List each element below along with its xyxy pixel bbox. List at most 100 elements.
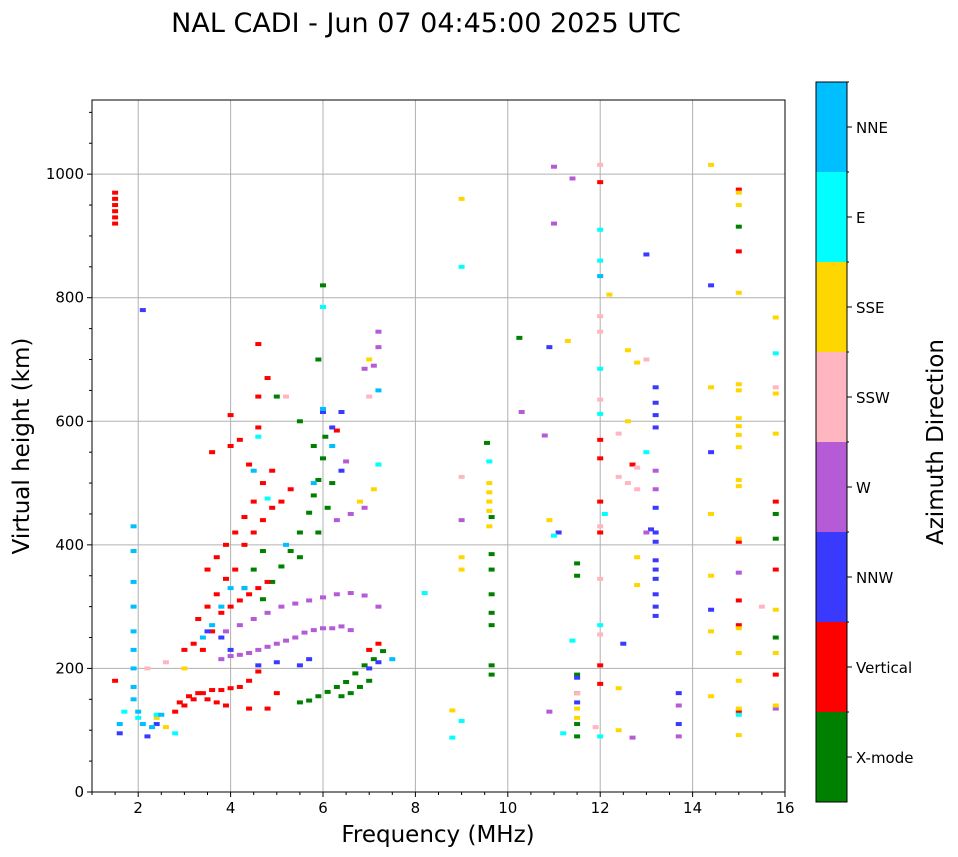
- echo-point-vertical: [213, 592, 220, 597]
- echo-point-nne: [597, 274, 604, 279]
- echo-point-x-mode: [366, 678, 373, 683]
- echo-point-e: [597, 734, 604, 739]
- echo-point-w: [629, 735, 636, 740]
- echo-point-w: [236, 623, 243, 628]
- echo-point-vertical: [264, 376, 271, 381]
- echo-point-vertical: [112, 203, 119, 208]
- echo-point-nne: [139, 722, 146, 727]
- echo-point-nnw: [296, 663, 303, 668]
- echo-point-nne: [130, 604, 137, 609]
- echo-point-e: [551, 533, 557, 538]
- echo-point-x-mode: [324, 505, 331, 510]
- echo-point-vertical: [199, 691, 206, 696]
- echo-point-w: [652, 468, 659, 473]
- echo-point-e: [569, 638, 576, 643]
- echo-point-x-mode: [574, 672, 581, 677]
- echo-point-w: [370, 363, 377, 368]
- echo-point-sse: [458, 567, 465, 572]
- echo-point-e: [135, 715, 142, 720]
- echo-point-w: [347, 511, 354, 516]
- echo-point-x-mode: [488, 567, 495, 572]
- echo-point-vertical: [218, 610, 225, 615]
- echo-point-sse: [772, 391, 779, 396]
- echo-point-nnw: [338, 468, 345, 473]
- echo-point-ssw: [597, 576, 604, 581]
- echo-point-vertical: [735, 623, 742, 628]
- echo-point-nne: [241, 586, 248, 591]
- echo-point-sse: [735, 382, 742, 387]
- echo-point-nne: [209, 623, 216, 628]
- echo-point-w: [306, 598, 313, 603]
- echo-point-x-mode: [315, 530, 322, 535]
- echo-point-x-mode: [574, 734, 581, 739]
- echo-point-vertical: [629, 462, 636, 467]
- echo-point-w: [343, 459, 350, 464]
- axes: 2 4 6 8 10 12 14 16 0 200 400 600 800 1000: [46, 111, 795, 817]
- echo-point-sse: [708, 511, 715, 516]
- echo-point-nnw: [227, 647, 234, 652]
- echo-point-vertical: [218, 688, 225, 693]
- echo-point-e: [486, 459, 493, 464]
- echo-point-ssw: [643, 357, 650, 362]
- echo-point-vertical: [278, 499, 285, 504]
- echo-point-sse: [486, 508, 493, 513]
- echo-point-ssw: [597, 397, 604, 402]
- colorbar-swatch: [816, 712, 847, 802]
- echo-point-w: [333, 592, 340, 597]
- echo-point-vertical: [246, 462, 253, 467]
- echo-point-w: [375, 329, 382, 334]
- echo-point-w: [518, 410, 525, 415]
- echo-point-vertical: [172, 709, 179, 714]
- colorbar-label-ssw: SSW: [856, 389, 890, 407]
- echo-point-vertical: [273, 691, 280, 696]
- echo-point-sse: [486, 481, 493, 486]
- echo-point-x-mode: [370, 657, 377, 662]
- echo-point-x-mode: [324, 689, 331, 694]
- echo-point-nnw: [708, 607, 715, 612]
- echo-point-nnw: [306, 657, 313, 662]
- echo-point-vertical: [222, 542, 229, 547]
- echo-point-nnw: [273, 660, 280, 665]
- echo-point-x-mode: [259, 597, 266, 602]
- echo-point-vertical: [176, 700, 183, 705]
- echo-point-w: [375, 345, 382, 350]
- echo-point-sse: [772, 315, 779, 320]
- echo-point-x-mode: [296, 419, 303, 424]
- echo-point-vertical: [735, 249, 742, 254]
- echo-point-vertical: [204, 604, 211, 609]
- azimuth-colorbar: X-mode Vertical NNW W SSW SSE E NNE: [815, 81, 913, 803]
- echo-point-sse: [181, 666, 188, 671]
- echo-point-ssw: [615, 431, 622, 436]
- echo-point-x-mode: [343, 680, 350, 685]
- echo-point-x-mode: [322, 434, 329, 439]
- echo-point-e: [597, 258, 604, 263]
- echo-point-vertical: [222, 703, 229, 708]
- echo-point-vertical: [112, 215, 119, 220]
- echo-point-w: [333, 518, 340, 523]
- colorbar-label-sse: SSE: [856, 299, 885, 317]
- echo-point-sse: [735, 678, 742, 683]
- echo-point-vertical: [199, 647, 206, 652]
- echo-point-nne: [199, 635, 206, 640]
- echo-point-x-mode: [356, 684, 363, 689]
- echo-point-w: [264, 644, 271, 649]
- echo-point-e: [601, 511, 608, 516]
- echo-point-nne: [310, 481, 317, 486]
- echo-point-vertical: [772, 672, 779, 677]
- echo-point-x-mode: [320, 283, 326, 288]
- echo-point-sse: [735, 626, 742, 631]
- echo-point-vertical: [112, 678, 119, 683]
- echo-point-sse: [574, 715, 581, 720]
- echo-point-nnw: [320, 410, 326, 415]
- echo-point-vertical: [227, 686, 234, 691]
- echo-point-x-mode: [772, 536, 779, 541]
- echo-point-w: [246, 650, 253, 655]
- echo-point-sse: [458, 555, 465, 560]
- x-tick-label: 2: [133, 799, 143, 817]
- echo-point-w: [227, 654, 234, 659]
- echo-point-sse: [735, 733, 742, 738]
- echo-point-sse: [615, 686, 622, 691]
- echo-point-nne: [149, 725, 156, 730]
- x-tick-label: 12: [591, 799, 610, 817]
- echo-point-x-mode: [574, 573, 581, 578]
